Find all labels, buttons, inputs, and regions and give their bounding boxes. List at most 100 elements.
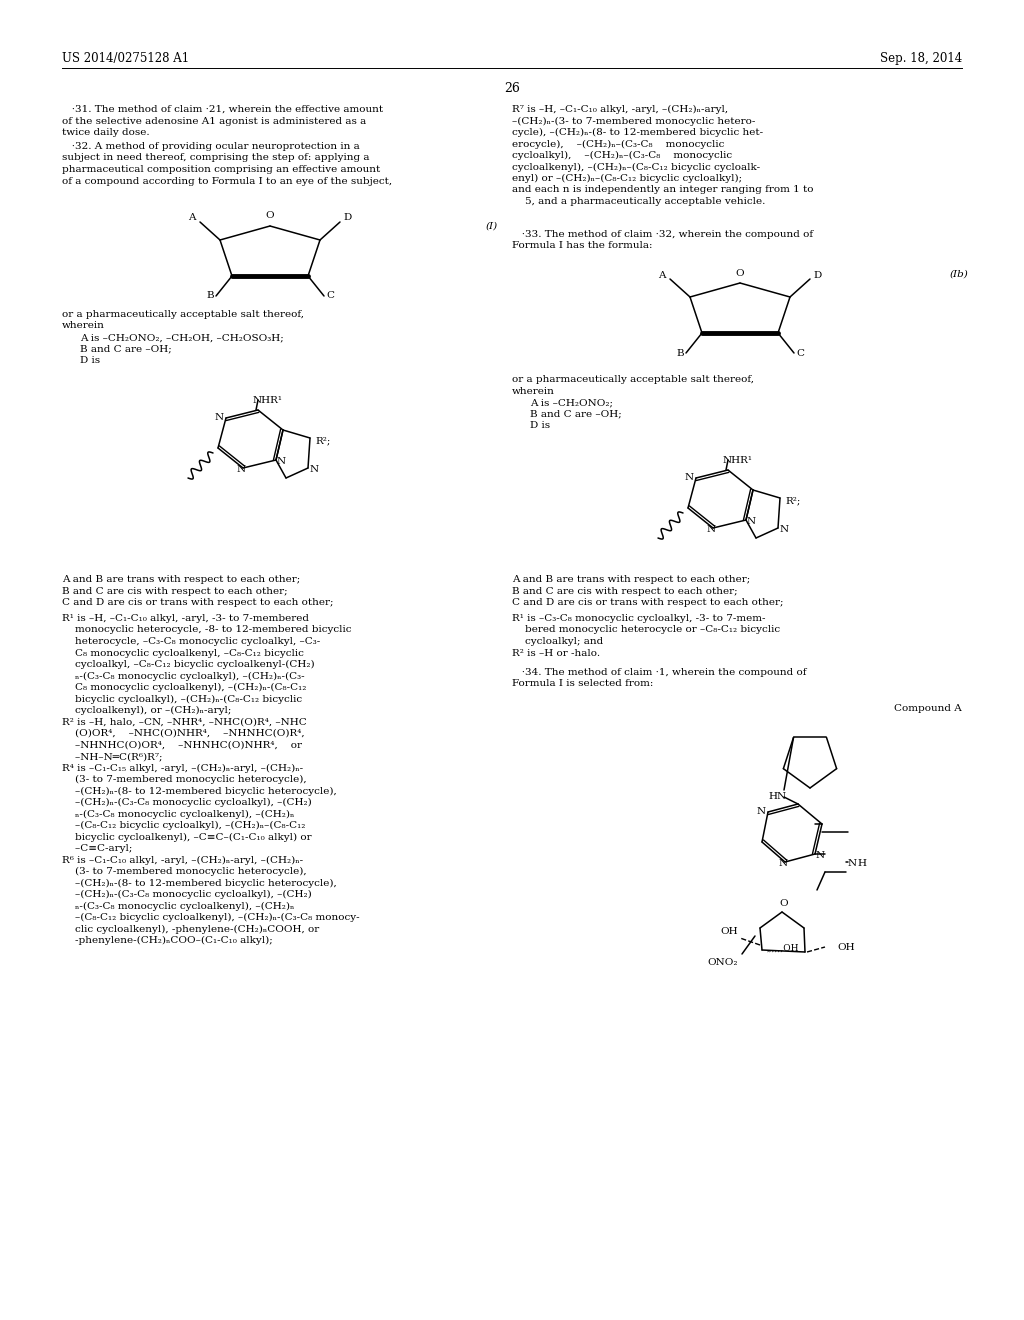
Text: D: D xyxy=(814,271,822,280)
Text: ₙ-(C₃-C₈ monocyclic cycloalkyl), –(CH₂)ₙ-(C₃-: ₙ-(C₃-C₈ monocyclic cycloalkyl), –(CH₂)ₙ… xyxy=(62,672,304,681)
Text: A: A xyxy=(658,271,666,280)
Text: enyl) or –(CH₂)ₙ–(C₈-C₁₂ bicyclic cycloalkyl);: enyl) or –(CH₂)ₙ–(C₈-C₁₂ bicyclic cycloa… xyxy=(512,174,742,183)
Text: N: N xyxy=(684,473,693,482)
Text: C: C xyxy=(326,292,334,301)
Text: cycle), –(CH₂)ₙ-(8- to 12-membered bicyclic het-: cycle), –(CH₂)ₙ-(8- to 12-membered bicyc… xyxy=(512,128,763,137)
Text: R⁶ is –C₁-C₁₀ alkyl, -aryl, –(CH₂)ₙ-aryl, –(CH₂)ₙ-: R⁶ is –C₁-C₁₀ alkyl, -aryl, –(CH₂)ₙ-aryl… xyxy=(62,855,303,865)
Text: B and C are –OH;: B and C are –OH; xyxy=(530,409,622,418)
Text: –(CH₂)ₙ-(8- to 12-membered bicyclic heterocycle),: –(CH₂)ₙ-(8- to 12-membered bicyclic hete… xyxy=(62,787,337,796)
Text: B and C are cis with respect to each other;: B and C are cis with respect to each oth… xyxy=(512,586,737,595)
Text: O: O xyxy=(265,211,274,220)
Text: N: N xyxy=(707,525,716,535)
Text: Sep. 18, 2014: Sep. 18, 2014 xyxy=(880,51,962,65)
Text: of a compound according to Formula I to an eye of the subject,: of a compound according to Formula I to … xyxy=(62,177,392,186)
Text: C: C xyxy=(796,348,804,358)
Text: A: A xyxy=(188,214,196,223)
Text: A and B are trans with respect to each other;: A and B are trans with respect to each o… xyxy=(62,576,300,583)
Text: pharmaceutical composition comprising an effective amount: pharmaceutical composition comprising an… xyxy=(62,165,380,174)
Text: monocyclic heterocycle, -8- to 12-membered bicyclic: monocyclic heterocycle, -8- to 12-member… xyxy=(62,626,351,635)
Text: OH: OH xyxy=(720,928,738,936)
Text: A is –CH₂ONO₂, –CH₂OH, –CH₂OSO₃H;: A is –CH₂ONO₂, –CH₂OH, –CH₂OSO₃H; xyxy=(80,333,284,342)
Text: ·31. The method of claim ·21, wherein the effective amount: ·31. The method of claim ·21, wherein th… xyxy=(62,106,383,114)
Text: -phenylene-(CH₂)ₙCOO–(C₁-C₁₀ alkyl);: -phenylene-(CH₂)ₙCOO–(C₁-C₁₀ alkyl); xyxy=(62,936,272,945)
Text: C₈ monocyclic cycloalkenyl, –C₈-C₁₂ bicyclic: C₈ monocyclic cycloalkenyl, –C₈-C₁₂ bicy… xyxy=(62,648,304,657)
Text: –(C₈-C₁₂ bicyclic cycloalkenyl), –(CH₂)ₙ-(C₃-C₈ monocy-: –(C₈-C₁₂ bicyclic cycloalkenyl), –(CH₂)ₙ… xyxy=(62,913,359,923)
Text: N: N xyxy=(778,859,787,869)
Text: ,,,,,,OH: ,,,,,,OH xyxy=(767,944,800,953)
Text: N: N xyxy=(237,466,246,474)
Text: ·32. A method of providing ocular neuroprotection in a: ·32. A method of providing ocular neurop… xyxy=(62,143,359,150)
Text: 5, and a pharmaceutically acceptable vehicle.: 5, and a pharmaceutically acceptable veh… xyxy=(512,197,765,206)
Text: OH: OH xyxy=(837,944,855,953)
Text: cycloalkyl; and: cycloalkyl; and xyxy=(512,638,603,645)
Text: bered monocyclic heterocycle or –C₈-C₁₂ bicyclic: bered monocyclic heterocycle or –C₈-C₁₂ … xyxy=(512,626,780,635)
Text: ·34. The method of claim ·1, wherein the compound of: ·34. The method of claim ·1, wherein the… xyxy=(512,668,807,677)
Text: A is –CH₂ONO₂;: A is –CH₂ONO₂; xyxy=(530,399,613,407)
Text: Compound A: Compound A xyxy=(894,704,962,713)
Text: R² is –H or -halo.: R² is –H or -halo. xyxy=(512,648,600,657)
Text: (3- to 7-membered monocyclic heterocycle),: (3- to 7-membered monocyclic heterocycle… xyxy=(62,867,306,876)
Text: (I): (I) xyxy=(486,222,498,231)
Text: and each n is independently an integer ranging from 1 to: and each n is independently an integer r… xyxy=(512,186,813,194)
Text: Formula I is selected from:: Formula I is selected from: xyxy=(512,680,653,689)
Text: wherein: wherein xyxy=(62,322,104,330)
Text: cycloalkyl),    –(CH₂)ₙ–(C₃-C₈    monocyclic: cycloalkyl), –(CH₂)ₙ–(C₃-C₈ monocyclic xyxy=(512,150,732,160)
Text: N: N xyxy=(309,466,318,474)
Text: or a pharmaceutically acceptable salt thereof,: or a pharmaceutically acceptable salt th… xyxy=(62,310,304,319)
Text: R² is –H, halo, –CN, –NHR⁴, –NHC(O)R⁴, –NHC: R² is –H, halo, –CN, –NHR⁴, –NHC(O)R⁴, –… xyxy=(62,718,307,726)
Text: D is: D is xyxy=(530,421,550,430)
Text: (Ib): (Ib) xyxy=(950,271,969,279)
Text: 26: 26 xyxy=(504,82,520,95)
Text: O: O xyxy=(779,899,788,908)
Text: ₙ-(C₃-C₈ monocyclic cycloalkenyl), –(CH₂)ₙ: ₙ-(C₃-C₈ monocyclic cycloalkenyl), –(CH₂… xyxy=(62,902,294,911)
Text: heterocycle, –C₃-C₈ monocyclic cycloalkyl, –C₃-: heterocycle, –C₃-C₈ monocyclic cycloalky… xyxy=(62,638,321,645)
Text: ₙ-(C₃-C₈ monocyclic cycloalkenyl), –(CH₂)ₙ: ₙ-(C₃-C₈ monocyclic cycloalkenyl), –(CH₂… xyxy=(62,809,294,818)
Text: N: N xyxy=(276,458,286,466)
Text: C and D are cis or trans with respect to each other;: C and D are cis or trans with respect to… xyxy=(62,598,334,607)
Text: twice daily dose.: twice daily dose. xyxy=(62,128,150,137)
Text: H: H xyxy=(857,859,866,869)
Text: cycloalkyl, –C₈-C₁₂ bicyclic cycloalkenyl-(CH₂): cycloalkyl, –C₈-C₁₂ bicyclic cycloalkeny… xyxy=(62,660,314,669)
Text: of the selective adenosine A1 agonist is administered as a: of the selective adenosine A1 agonist is… xyxy=(62,116,367,125)
Text: or a pharmaceutically acceptable salt thereof,: or a pharmaceutically acceptable salt th… xyxy=(512,375,754,384)
Text: clic cycloalkenyl), -phenylene-(CH₂)ₙCOOH, or: clic cycloalkenyl), -phenylene-(CH₂)ₙCOO… xyxy=(62,924,319,933)
Text: –NH–N═C(R⁶)R⁷;: –NH–N═C(R⁶)R⁷; xyxy=(62,752,163,762)
Text: R²;: R²; xyxy=(785,496,801,506)
Text: C₈ monocyclic cycloalkenyl), –(CH₂)ₙ-(C₈-C₁₂: C₈ monocyclic cycloalkenyl), –(CH₂)ₙ-(C₈… xyxy=(62,682,306,692)
Text: bicyclic cycloalkenyl), –C≡C–(C₁-C₁₀ alkyl) or: bicyclic cycloalkenyl), –C≡C–(C₁-C₁₀ alk… xyxy=(62,833,311,842)
Text: N: N xyxy=(757,807,766,816)
Text: D: D xyxy=(344,214,352,223)
Text: Formula I has the formula:: Formula I has the formula: xyxy=(512,242,652,251)
Text: R¹ is –C₃-C₈ monocyclic cycloalkyl, -3- to 7-mem-: R¹ is –C₃-C₈ monocyclic cycloalkyl, -3- … xyxy=(512,614,766,623)
Text: –(CH₂)ₙ-(3- to 7-membered monocyclic hetero-: –(CH₂)ₙ-(3- to 7-membered monocyclic het… xyxy=(512,116,756,125)
Text: –C≡C-aryl;: –C≡C-aryl; xyxy=(62,843,132,853)
Text: N: N xyxy=(746,517,756,527)
Text: N: N xyxy=(779,525,788,535)
Text: wherein: wherein xyxy=(512,387,555,396)
Text: N: N xyxy=(815,851,824,861)
Text: D is: D is xyxy=(80,356,100,366)
Text: –(C₈-C₁₂ bicyclic cycloalkyl), –(CH₂)ₙ–(C₈-C₁₂: –(C₈-C₁₂ bicyclic cycloalkyl), –(CH₂)ₙ–(… xyxy=(62,821,305,830)
Text: B and C are –OH;: B and C are –OH; xyxy=(80,345,172,354)
Text: NHR¹: NHR¹ xyxy=(253,396,283,405)
Text: bicyclic cycloalkyl), –(CH₂)ₙ-(C₈-C₁₂ bicyclic: bicyclic cycloalkyl), –(CH₂)ₙ-(C₈-C₁₂ bi… xyxy=(62,694,302,704)
Text: cycloalkenyl), –(CH₂)ₙ–(C₈-C₁₂ bicyclic cycloalk-: cycloalkenyl), –(CH₂)ₙ–(C₈-C₁₂ bicyclic … xyxy=(512,162,760,172)
Text: ONO₂: ONO₂ xyxy=(708,958,738,968)
Text: C and D are cis or trans with respect to each other;: C and D are cis or trans with respect to… xyxy=(512,598,783,607)
Text: B: B xyxy=(676,348,684,358)
Text: N: N xyxy=(214,412,223,421)
Text: B and C are cis with respect to each other;: B and C are cis with respect to each oth… xyxy=(62,586,288,595)
Text: A and B are trans with respect to each other;: A and B are trans with respect to each o… xyxy=(512,576,751,583)
Text: –NHNHC(O)OR⁴,    –NHNHC(O)NHR⁴,    or: –NHNHC(O)OR⁴, –NHNHC(O)NHR⁴, or xyxy=(62,741,302,750)
Text: B: B xyxy=(206,292,214,301)
Text: (3- to 7-membered monocyclic heterocycle),: (3- to 7-membered monocyclic heterocycle… xyxy=(62,775,306,784)
Text: N: N xyxy=(848,859,856,869)
Text: cycloalkenyl), or –(CH₂)ₙ-aryl;: cycloalkenyl), or –(CH₂)ₙ-aryl; xyxy=(62,706,231,715)
Text: ·33. The method of claim ·32, wherein the compound of: ·33. The method of claim ·32, wherein th… xyxy=(512,230,813,239)
Text: R²;: R²; xyxy=(315,436,331,445)
Text: R¹ is –H, –C₁-C₁₀ alkyl, -aryl, -3- to 7-membered: R¹ is –H, –C₁-C₁₀ alkyl, -aryl, -3- to 7… xyxy=(62,614,309,623)
Text: –(CH₂)ₙ-(C₃-C₈ monocyclic cycloalkyl), –(CH₂): –(CH₂)ₙ-(C₃-C₈ monocyclic cycloalkyl), –… xyxy=(62,799,311,807)
Text: NHR¹: NHR¹ xyxy=(723,455,753,465)
Text: R⁴ is –C₁-C₁₅ alkyl, -aryl, –(CH₂)ₙ-aryl, –(CH₂)ₙ-: R⁴ is –C₁-C₁₅ alkyl, -aryl, –(CH₂)ₙ-aryl… xyxy=(62,763,303,772)
Text: O: O xyxy=(735,268,744,277)
